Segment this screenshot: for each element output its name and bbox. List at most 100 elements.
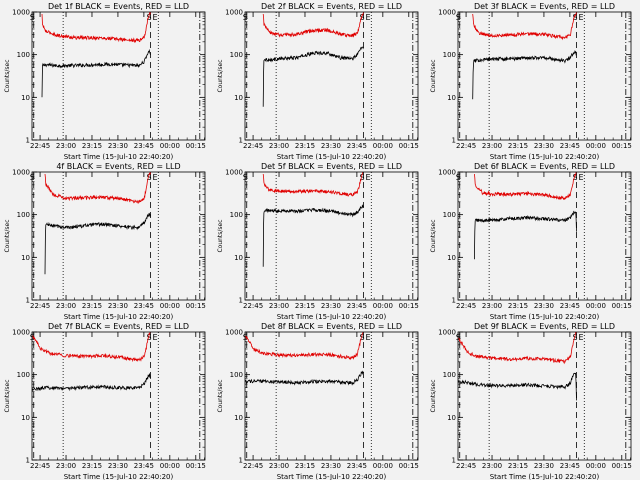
e-marker-left: S bbox=[360, 173, 365, 182]
detector-panel-5: Det 5f BLACK = Events, RED = LLD Counts/s… bbox=[213, 160, 423, 320]
y-tick-label: 100 bbox=[230, 51, 243, 59]
e-marker-left: S bbox=[573, 13, 578, 22]
x-tick-label: 00:15 bbox=[612, 462, 632, 470]
x-axis-label: Start Time (15-Jul-10 22:40:20) bbox=[64, 153, 174, 160]
plot-frame bbox=[457, 171, 632, 301]
y-tick-label: 100 bbox=[443, 371, 456, 379]
x-tick-label: 00:15 bbox=[186, 302, 206, 310]
x-tick-label: 00:15 bbox=[399, 302, 419, 310]
detector-chart-2: Det 2f BLACK = Events, RED = LLD Counts/s… bbox=[217, 2, 419, 160]
x-tick-label: 00:15 bbox=[399, 462, 419, 470]
chart-title: Det 5f BLACK = Events, RED = LLD bbox=[261, 162, 402, 171]
x-tick-label: 00:00 bbox=[160, 302, 180, 310]
y-tick-label: 1000 bbox=[438, 169, 456, 177]
events-series-line bbox=[44, 212, 151, 275]
x-tick-label: 23:45 bbox=[560, 142, 580, 150]
x-tick-label: 22:45 bbox=[456, 302, 476, 310]
events-series-line bbox=[262, 46, 364, 107]
x-tick-label: 23:15 bbox=[295, 462, 315, 470]
lld-series-line bbox=[458, 332, 577, 365]
x-tick-label: 23:00 bbox=[56, 462, 76, 470]
x-tick-label: 00:00 bbox=[160, 462, 180, 470]
x-tick-label: 23:15 bbox=[508, 142, 528, 150]
y-tick-label: 10 bbox=[234, 94, 243, 102]
y-tick-label: 1000 bbox=[438, 9, 456, 17]
events-series-line bbox=[245, 370, 364, 386]
x-tick-label: 22:45 bbox=[30, 302, 50, 310]
x-tick-label: 22:45 bbox=[243, 462, 263, 470]
y-axis-label: Counts/sec bbox=[4, 219, 11, 252]
plot-frame bbox=[244, 331, 419, 461]
x-tick-label: 23:45 bbox=[347, 462, 367, 470]
y-tick-label: 10 bbox=[21, 254, 30, 262]
plot-frame bbox=[31, 171, 206, 301]
x-tick-label: 23:30 bbox=[321, 302, 341, 310]
lld-series-line bbox=[41, 12, 151, 44]
x-tick-label: 23:30 bbox=[108, 462, 128, 470]
x-axis-label: Start Time (15-Jul-10 22:40:20) bbox=[277, 153, 387, 160]
y-axis-label: Counts/sec bbox=[4, 379, 11, 412]
x-tick-label: 23:00 bbox=[482, 142, 502, 150]
x-tick-label: 23:45 bbox=[560, 302, 580, 310]
y-tick-label: 1000 bbox=[225, 329, 243, 337]
x-axis-label: Start Time (15-Jul-10 22:40:20) bbox=[277, 313, 387, 320]
detector-panel-7: Det 7f BLACK = Events, RED = LLD Counts/s… bbox=[0, 320, 210, 480]
y-tick-label: 1 bbox=[239, 457, 243, 465]
x-tick-label: 00:15 bbox=[186, 142, 206, 150]
detector-chart-5: Det 5f BLACK = Events, RED = LLD Counts/s… bbox=[217, 162, 419, 320]
y-tick-label: 10 bbox=[21, 414, 30, 422]
y-tick-label: 1 bbox=[26, 457, 30, 465]
x-tick-label: 23:00 bbox=[56, 142, 76, 150]
y-tick-label: 10 bbox=[234, 414, 243, 422]
detector-panel-2: Det 2f BLACK = Events, RED = LLD Counts/s… bbox=[213, 0, 423, 160]
y-axis-label: Counts/sec bbox=[217, 379, 224, 412]
x-tick-label: 23:30 bbox=[108, 142, 128, 150]
x-tick-label: 22:45 bbox=[243, 302, 263, 310]
detector-panel-4: 4f BLACK = Events, RED = LLD Counts/sec St… bbox=[0, 160, 210, 320]
e-marker-right: E bbox=[153, 173, 158, 182]
x-tick-label: 23:00 bbox=[56, 302, 76, 310]
lld-series-line bbox=[472, 12, 577, 41]
e-marker-left: S bbox=[147, 173, 152, 182]
chart-title: Det 9f BLACK = Events, RED = LLD bbox=[474, 322, 615, 331]
plot-frame bbox=[244, 11, 419, 141]
y-axis-label: Counts/sec bbox=[217, 219, 224, 252]
x-tick-label: 23:45 bbox=[347, 142, 367, 150]
x-axis-label: Start Time (15-Jul-10 22:40:20) bbox=[277, 473, 387, 480]
events-series-line bbox=[474, 210, 577, 260]
x-tick-label: 23:15 bbox=[295, 142, 315, 150]
y-tick-label: 100 bbox=[17, 211, 30, 219]
y-axis-label: Counts/sec bbox=[217, 59, 224, 92]
x-tick-label: 23:15 bbox=[82, 142, 102, 150]
x-axis-label: Start Time (15-Jul-10 22:40:20) bbox=[64, 473, 174, 480]
x-tick-label: 00:15 bbox=[186, 462, 206, 470]
e-marker-right: E bbox=[579, 13, 584, 22]
y-tick-label: 1000 bbox=[12, 9, 30, 17]
chart-title: Det 3f BLACK = Events, RED = LLD bbox=[474, 2, 615, 11]
plot-frame bbox=[31, 331, 206, 461]
y-axis-label: Counts/sec bbox=[4, 59, 11, 92]
x-tick-label: 23:00 bbox=[269, 462, 289, 470]
y-axis-label: Counts/sec bbox=[430, 379, 437, 412]
y-tick-label: 100 bbox=[17, 371, 30, 379]
lld-series-line bbox=[262, 12, 364, 38]
detector-chart-3: Det 3f BLACK = Events, RED = LLD Counts/s… bbox=[430, 2, 632, 160]
x-tick-label: 23:30 bbox=[534, 142, 554, 150]
x-tick-label: 23:30 bbox=[321, 462, 341, 470]
detector-chart-6: Det 6f BLACK = Events, RED = LLD Counts/s… bbox=[430, 162, 632, 320]
x-tick-label: 23:30 bbox=[108, 302, 128, 310]
x-tick-label: 00:15 bbox=[399, 142, 419, 150]
detector-panel-9: Det 9f BLACK = Events, RED = LLD Counts/s… bbox=[426, 320, 636, 480]
e-marker-left: S bbox=[147, 13, 152, 22]
plot-frame bbox=[244, 171, 419, 301]
lld-series-line bbox=[32, 332, 151, 363]
e-marker-left: S bbox=[573, 333, 578, 342]
lld-series-line bbox=[44, 172, 151, 204]
x-axis-label: Start Time (15-Jul-10 22:40:20) bbox=[490, 473, 600, 480]
events-series-line bbox=[41, 48, 151, 98]
chart-title: Det 2f BLACK = Events, RED = LLD bbox=[261, 2, 402, 11]
lld-series-line bbox=[474, 172, 577, 201]
x-tick-label: 23:45 bbox=[134, 302, 154, 310]
y-tick-label: 1 bbox=[452, 137, 456, 145]
